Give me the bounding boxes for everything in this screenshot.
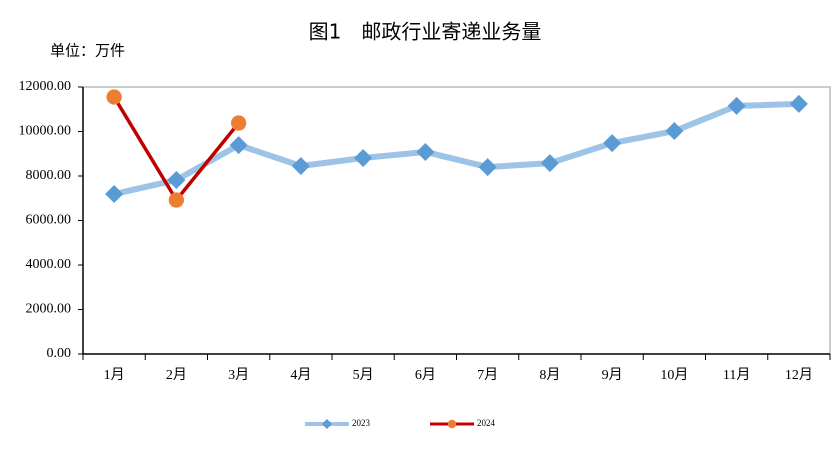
point [540, 154, 559, 173]
y-tick-label: 10000.00 [19, 124, 72, 139]
point [167, 171, 186, 190]
x-tick-label: 9月 [602, 367, 623, 383]
point [478, 158, 497, 177]
legend-marker [322, 419, 332, 429]
point [665, 122, 684, 141]
legend-label: 2023 [352, 418, 371, 428]
point [354, 148, 373, 167]
chart-title: 图1 邮政行业寄递业务量 [309, 20, 542, 44]
point [789, 94, 808, 113]
legend-label: 2024 [477, 418, 496, 428]
y-tick-label: 6000.00 [26, 213, 72, 228]
legend-marker [447, 419, 457, 429]
x-tick-label: 10月 [660, 367, 688, 383]
y-tick-label: 2000.00 [26, 302, 72, 317]
point [230, 115, 247, 131]
series-line [113, 100, 799, 197]
y-tick-label: 4000.00 [26, 257, 72, 272]
x-tick-label: 4月 [290, 367, 311, 383]
y-tick-label: 0.00 [47, 346, 72, 361]
x-tick-label: 3月 [228, 367, 249, 383]
point [106, 89, 122, 105]
point [291, 156, 310, 175]
point [727, 96, 746, 115]
x-tick-label: 2月 [166, 367, 187, 383]
y-tick-label: 8000.00 [26, 168, 72, 183]
plot-frame [82, 86, 831, 355]
point [416, 142, 435, 161]
point [105, 185, 124, 204]
y-tick-label: 12000.00 [19, 79, 72, 94]
x-tick-label: 1月 [104, 367, 125, 383]
x-tick-label: 7月 [477, 367, 498, 383]
x-tick-label: 12月 [785, 367, 813, 383]
x-tick-label: 8月 [539, 367, 560, 383]
point [229, 136, 248, 155]
point [603, 134, 622, 153]
x-tick-label: 6月 [415, 367, 436, 383]
unit-label: 单位：万件 [50, 42, 125, 59]
x-tick-label: 5月 [353, 367, 374, 383]
x-tick-label: 11月 [723, 367, 750, 383]
point [168, 192, 185, 208]
